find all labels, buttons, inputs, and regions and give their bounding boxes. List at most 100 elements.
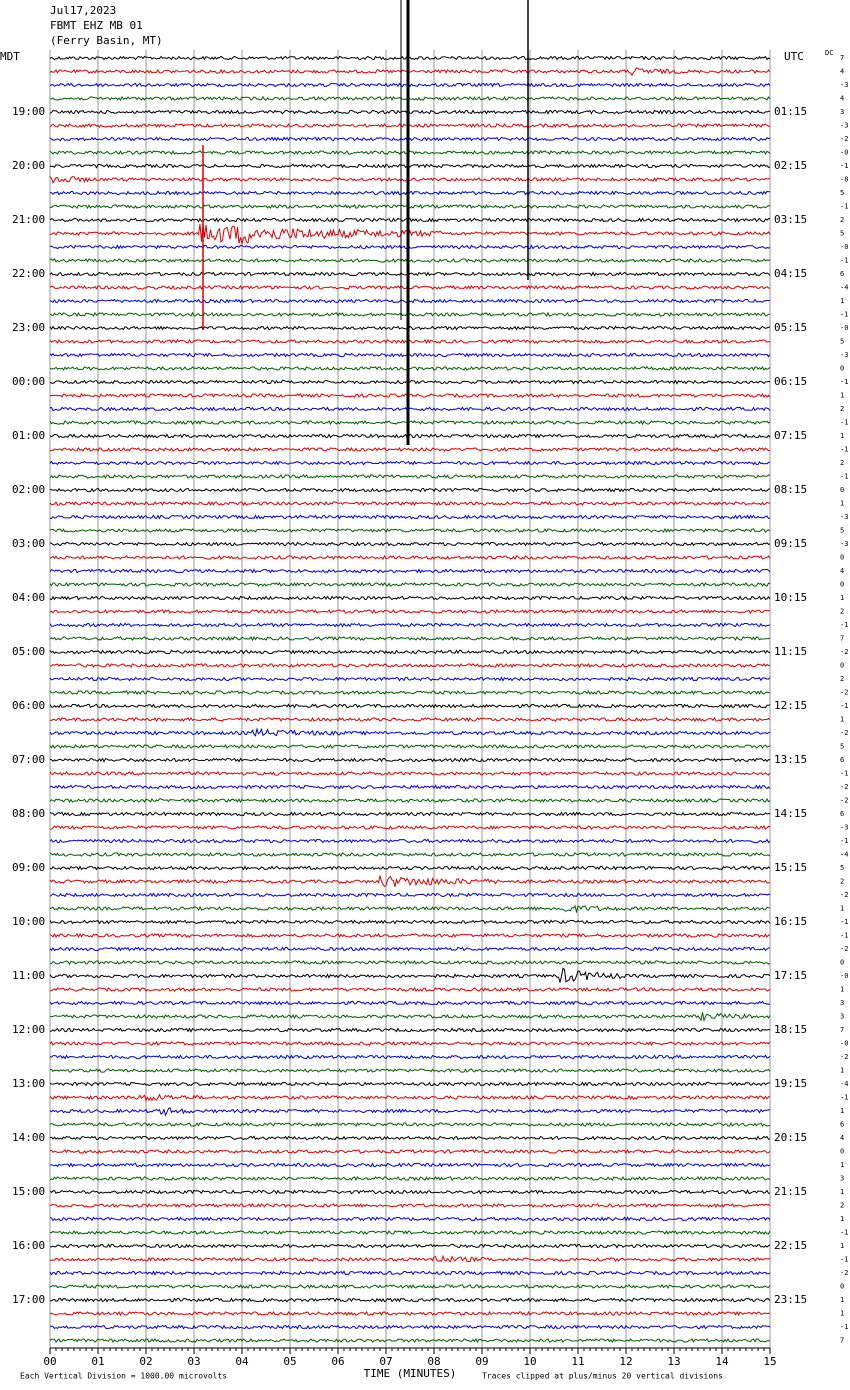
- right-time-label: 03:15: [774, 213, 807, 226]
- trace: [49, 149, 771, 156]
- trace: [49, 1283, 771, 1290]
- dc-value: -3: [840, 540, 848, 548]
- left-time-label: 15:00: [12, 1185, 45, 1198]
- dc-value: 2: [840, 1202, 844, 1210]
- trace: [49, 757, 771, 763]
- trace: [49, 1229, 771, 1235]
- right-time-label: 18:15: [774, 1023, 807, 1036]
- trace: [49, 1012, 771, 1023]
- left-time-label: 09:00: [12, 861, 45, 874]
- trace: [49, 986, 771, 993]
- trace: [49, 1162, 771, 1168]
- trace: [49, 892, 771, 898]
- trace: [49, 366, 771, 372]
- dc-value: 1: [840, 594, 844, 602]
- trace: [49, 689, 771, 696]
- dc-value: -2: [840, 945, 848, 953]
- right-axis-title: UTC: [784, 50, 804, 63]
- trace: [49, 1189, 770, 1195]
- trace: [49, 419, 771, 426]
- dc-value: 5: [840, 338, 844, 346]
- dc-value: -1: [840, 918, 848, 926]
- dc-value: -0: [840, 324, 848, 332]
- left-time-label: 02:00: [12, 483, 45, 496]
- trace: [49, 95, 771, 102]
- dc-value: 7: [840, 54, 844, 62]
- dc-value: -1: [840, 702, 848, 710]
- dc-value: -1: [840, 162, 848, 170]
- dc-value: 1: [840, 1242, 844, 1250]
- right-time-label: 13:15: [774, 753, 807, 766]
- dc-value: 7: [840, 1337, 844, 1345]
- trace: [49, 122, 771, 129]
- trace: [49, 743, 771, 749]
- trace: [49, 136, 771, 142]
- trace: [49, 190, 771, 196]
- x-tick-label: 02: [139, 1355, 152, 1368]
- trace: [49, 1135, 771, 1141]
- dc-value: 1: [840, 986, 844, 994]
- dc-value: 5: [840, 230, 844, 238]
- trace: [49, 967, 771, 983]
- dc-value: 5: [840, 743, 844, 751]
- dc-value: -1: [840, 932, 848, 940]
- trace: [49, 204, 771, 210]
- dc-value: 4: [840, 95, 844, 103]
- dc-value: -1: [840, 311, 848, 319]
- trace: [49, 622, 771, 628]
- dc-value: 6: [840, 1121, 844, 1129]
- trace: [49, 527, 771, 534]
- dc-value: 4: [840, 1134, 844, 1142]
- trace: [49, 1054, 771, 1060]
- dc-value: 1: [840, 1067, 844, 1075]
- left-time-label: 01:00: [12, 429, 45, 442]
- dc-value: -0: [840, 149, 848, 157]
- right-time-label: 07:15: [774, 429, 807, 442]
- dc-value: 1: [840, 392, 844, 400]
- trace: [49, 1040, 771, 1047]
- trace: [49, 541, 771, 547]
- dc-value: 6: [840, 810, 844, 818]
- location: (Ferry Basin, MT): [50, 34, 163, 47]
- left-time-label: 14:00: [12, 1131, 45, 1144]
- dc-value: 0: [840, 554, 844, 562]
- dc-value: -3: [840, 81, 848, 89]
- trace: [49, 727, 771, 737]
- dc-value: -3: [840, 351, 848, 359]
- trace: [49, 1202, 771, 1209]
- dc-value: -1: [840, 203, 848, 211]
- dc-value: -2: [840, 783, 848, 791]
- trace: [49, 608, 771, 615]
- dc-value: -1: [840, 1323, 848, 1331]
- x-tick-label: 04: [235, 1355, 249, 1368]
- trace: [49, 703, 771, 709]
- footer-left: Each Vertical Division = 1000.00 microvo…: [20, 1372, 227, 1381]
- left-time-label: 13:00: [12, 1077, 45, 1090]
- dc-value: 1: [840, 1107, 844, 1115]
- dc-value: -1: [840, 419, 848, 427]
- trace: [49, 244, 771, 250]
- x-axis-title: TIME (MINUTES): [364, 1367, 457, 1380]
- x-tick-label: 08: [427, 1355, 440, 1368]
- trace: [49, 352, 771, 358]
- trace: [49, 554, 771, 560]
- trace: [49, 392, 771, 399]
- right-time-label: 21:15: [774, 1185, 807, 1198]
- dc-value: -1: [840, 837, 848, 845]
- trace: [49, 163, 771, 169]
- trace: [49, 379, 771, 385]
- dc-value: 7: [840, 1026, 844, 1034]
- left-time-label: 11:00: [12, 969, 45, 982]
- x-tick-label: 09: [475, 1355, 488, 1368]
- trace: [49, 406, 771, 412]
- dc-value: 2: [840, 216, 844, 224]
- right-time-label: 16:15: [774, 915, 807, 928]
- trace: [49, 797, 771, 804]
- right-time-label: 11:15: [774, 645, 807, 658]
- trace: [49, 851, 771, 857]
- x-tick-label: 15: [763, 1355, 776, 1368]
- dc-value: -3: [840, 824, 848, 832]
- right-time-label: 10:15: [774, 591, 807, 604]
- dc-value: 0: [840, 1148, 844, 1156]
